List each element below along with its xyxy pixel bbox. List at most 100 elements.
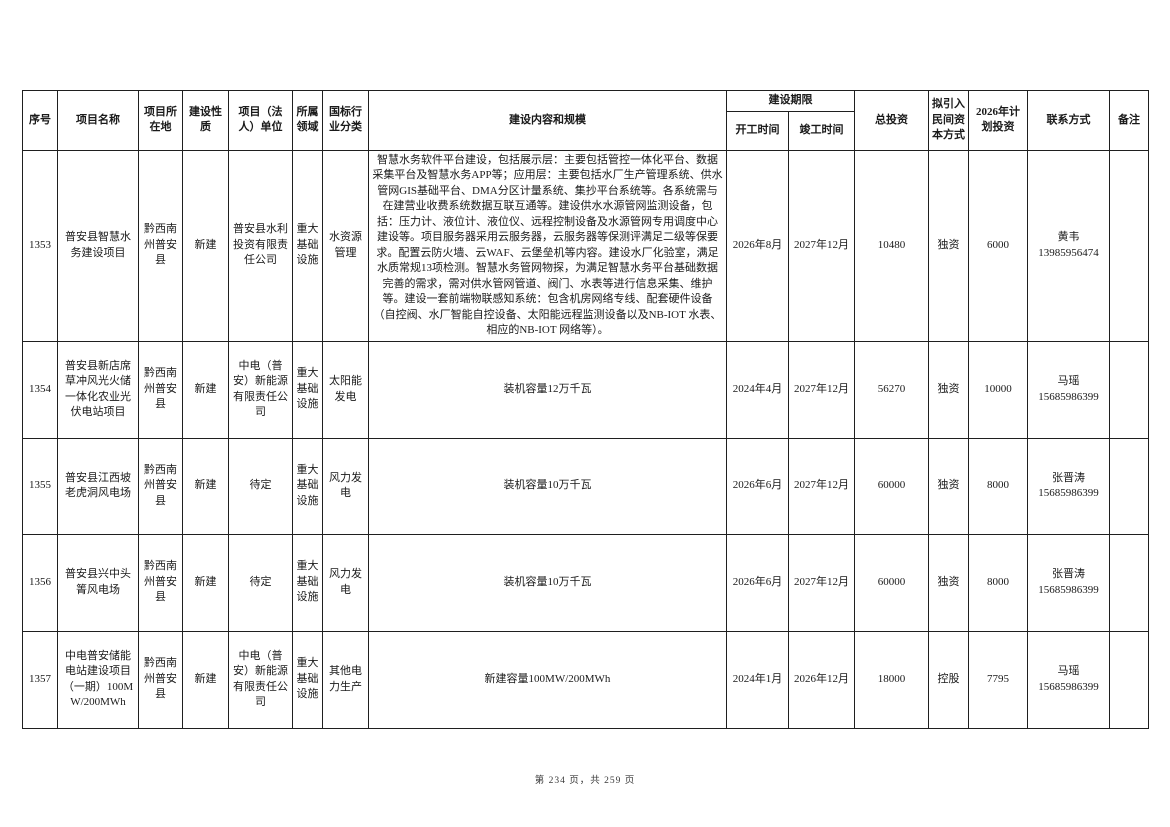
contact-name: 张晋涛 bbox=[1052, 471, 1085, 484]
cell-start-time: 2026年8月 bbox=[726, 149, 789, 342]
col-header-entity: 项目（法人）单位 bbox=[228, 90, 293, 151]
contact-phone: 15685986399 bbox=[1038, 680, 1099, 693]
cell-content: 装机容量10万千瓦 bbox=[368, 533, 727, 632]
cell-industry: 其他电力生产 bbox=[322, 630, 369, 729]
col-header-field: 所属领域 bbox=[292, 90, 323, 151]
cell-start-time: 2026年6月 bbox=[726, 533, 789, 632]
cell-contact: 张晋涛 15685986399 bbox=[1027, 533, 1110, 632]
cell-end-time: 2027年12月 bbox=[788, 340, 855, 439]
contact-phone: 15685986399 bbox=[1038, 487, 1099, 499]
cell-contact: 黄韦 13985956474 bbox=[1027, 149, 1110, 342]
col-header-start-time: 开工时间 bbox=[726, 110, 789, 151]
col-header-location: 项目所在地 bbox=[138, 90, 183, 151]
cell-end-time: 2027年12月 bbox=[788, 437, 855, 535]
cell-nature: 新建 bbox=[182, 533, 229, 632]
cell-capital-mode: 独资 bbox=[928, 149, 969, 342]
cell-field: 重大基础设施 bbox=[292, 437, 323, 535]
cell-capital-mode: 独资 bbox=[928, 437, 969, 535]
cell-plan-2026: 6000 bbox=[968, 149, 1028, 342]
table-row: 1353 普安县智慧水务建设项目 黔西南州普安县 新建 普安县水利投资有限责任公… bbox=[22, 149, 1149, 342]
cell-project-name: 普安县江西坡老虎洞风电场 bbox=[57, 437, 139, 535]
cell-industry: 太阳能发电 bbox=[322, 340, 369, 439]
col-header-end-time: 竣工时间 bbox=[788, 110, 855, 151]
cell-remark bbox=[1109, 533, 1149, 632]
cell-plan-2026: 7795 bbox=[968, 630, 1028, 729]
cell-location: 黔西南州普安县 bbox=[138, 533, 183, 632]
cell-remark bbox=[1109, 149, 1149, 342]
table-header: 序号 项目名称 项目所在地 建设性质 项目（法人）单位 所属领域 国标行业分类 … bbox=[22, 90, 1149, 151]
cell-location: 黔西南州普安县 bbox=[138, 630, 183, 729]
cell-total-investment: 10480 bbox=[854, 149, 929, 342]
cell-location: 黔西南州普安县 bbox=[138, 149, 183, 342]
col-header-industry: 国标行业分类 bbox=[322, 90, 369, 151]
cell-capital-mode: 控股 bbox=[928, 630, 969, 729]
cell-industry: 风力发电 bbox=[322, 437, 369, 535]
col-header-project-name: 项目名称 bbox=[57, 90, 139, 151]
cell-total-investment: 18000 bbox=[854, 630, 929, 729]
cell-content: 智慧水务软件平台建设，包括展示层：主要包括管控一体化平台、数据采集平台及智慧水务… bbox=[368, 149, 727, 342]
cell-industry: 风力发电 bbox=[322, 533, 369, 632]
cell-content: 装机容量10万千瓦 bbox=[368, 437, 727, 535]
cell-serial: 1354 bbox=[22, 340, 58, 439]
cell-content: 新建容量100MW/200MWh bbox=[368, 630, 727, 729]
cell-serial: 1353 bbox=[22, 149, 58, 342]
cell-start-time: 2024年1月 bbox=[726, 630, 789, 729]
cell-remark bbox=[1109, 437, 1149, 535]
contact-phone: 15685986399 bbox=[1038, 583, 1099, 596]
col-header-plan-2026: 2026年计划投资 bbox=[968, 90, 1028, 151]
cell-start-time: 2024年4月 bbox=[726, 340, 789, 439]
cell-entity: 普安县水利投资有限责任公司 bbox=[228, 149, 293, 342]
cell-project-name: 普安县兴中头箐风电场 bbox=[57, 533, 139, 632]
col-header-remark: 备注 bbox=[1109, 90, 1149, 151]
contact-name: 马瑶 bbox=[1057, 375, 1080, 387]
cell-location: 黔西南州普安县 bbox=[138, 437, 183, 535]
col-header-total-investment: 总投资 bbox=[854, 90, 929, 151]
cell-capital-mode: 独资 bbox=[928, 340, 969, 439]
cell-end-time: 2026年12月 bbox=[788, 630, 855, 729]
cell-nature: 新建 bbox=[182, 437, 229, 535]
contact-name: 张晋涛 bbox=[1052, 568, 1085, 580]
cell-serial: 1357 bbox=[22, 630, 58, 729]
cell-entity: 待定 bbox=[228, 437, 293, 535]
table-row: 1356 普安县兴中头箐风电场 黔西南州普安县 新建 待定 重大基础设施 风力发… bbox=[22, 533, 1149, 632]
table-row: 1355 普安县江西坡老虎洞风电场 黔西南州普安县 新建 待定 重大基础设施 风… bbox=[22, 437, 1149, 535]
cell-remark bbox=[1109, 630, 1149, 729]
cell-field: 重大基础设施 bbox=[292, 533, 323, 632]
cell-entity: 中电（普安）新能源有限责任公司 bbox=[228, 340, 293, 439]
cell-field: 重大基础设施 bbox=[292, 149, 323, 342]
cell-location: 黔西南州普安县 bbox=[138, 340, 183, 439]
cell-nature: 新建 bbox=[182, 149, 229, 342]
cell-content: 装机容量12万千瓦 bbox=[368, 340, 727, 439]
cell-field: 重大基础设施 bbox=[292, 340, 323, 439]
cell-plan-2026: 8000 bbox=[968, 533, 1028, 632]
cell-total-investment: 56270 bbox=[854, 340, 929, 439]
cell-project-name: 普安县新店席草冲风光火储一体化农业光伏电站项目 bbox=[57, 340, 139, 439]
cell-entity: 待定 bbox=[228, 533, 293, 632]
contact-phone: 13985956474 bbox=[1038, 246, 1099, 259]
col-header-serial: 序号 bbox=[22, 90, 58, 151]
cell-plan-2026: 10000 bbox=[968, 340, 1028, 439]
cell-nature: 新建 bbox=[182, 340, 229, 439]
col-header-contact: 联系方式 bbox=[1027, 90, 1110, 151]
cell-nature: 新建 bbox=[182, 630, 229, 729]
cell-contact: 张晋涛 15685986399 bbox=[1027, 437, 1110, 535]
col-header-capital-mode: 拟引入民间资本方式 bbox=[928, 90, 969, 151]
cell-project-name: 中电普安储能电站建设项目（一期）100MW/200MWh bbox=[57, 630, 139, 729]
cell-end-time: 2027年12月 bbox=[788, 149, 855, 342]
cell-project-name: 普安县智慧水务建设项目 bbox=[57, 149, 139, 342]
page-footer: 第 234 页，共 259 页 bbox=[534, 776, 636, 786]
cell-remark bbox=[1109, 340, 1149, 439]
cell-total-investment: 60000 bbox=[854, 437, 929, 535]
col-header-content: 建设内容和规模 bbox=[368, 90, 727, 151]
cell-total-investment: 60000 bbox=[854, 533, 929, 632]
cell-start-time: 2026年6月 bbox=[726, 437, 789, 535]
cell-entity: 中电（普安）新能源有限责任公司 bbox=[228, 630, 293, 729]
col-header-nature: 建设性质 bbox=[182, 90, 229, 151]
cell-contact: 马瑶 15685986399 bbox=[1027, 630, 1110, 729]
cell-serial: 1356 bbox=[22, 533, 58, 632]
cell-contact: 马瑶 15685986399 bbox=[1027, 340, 1110, 439]
col-header-period-group: 建设期限 bbox=[726, 90, 855, 112]
contact-name: 马瑶 bbox=[1057, 665, 1080, 677]
cell-end-time: 2027年12月 bbox=[788, 533, 855, 632]
